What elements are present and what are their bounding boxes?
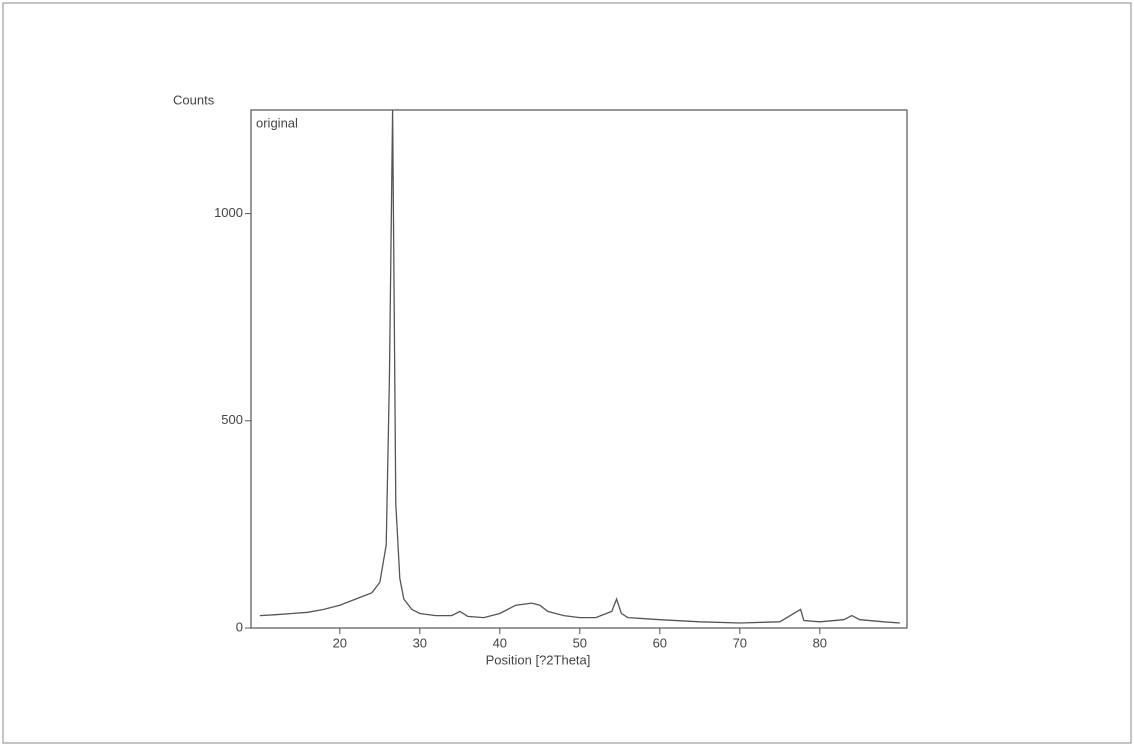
y-tick-label: 1000	[214, 205, 243, 220]
y-axis-title: Counts	[173, 92, 215, 107]
x-tick-label: 70	[733, 635, 747, 650]
y-tick-label: 0	[236, 619, 243, 634]
x-axis-title: Position [?2Theta]	[486, 652, 591, 667]
x-tick-label: 60	[653, 635, 667, 650]
page-frame	[3, 3, 1131, 743]
x-tick-label: 40	[493, 635, 507, 650]
x-tick-label: 80	[813, 635, 827, 650]
y-tick-label: 500	[221, 412, 243, 427]
x-tick-label: 30	[413, 635, 427, 650]
series-label: original	[256, 115, 298, 130]
x-tick-label: 20	[333, 635, 347, 650]
chart: Counts original Position [?2Theta] 0 500 1…	[0, 0, 1134, 746]
x-tick-label: 50	[573, 635, 587, 650]
